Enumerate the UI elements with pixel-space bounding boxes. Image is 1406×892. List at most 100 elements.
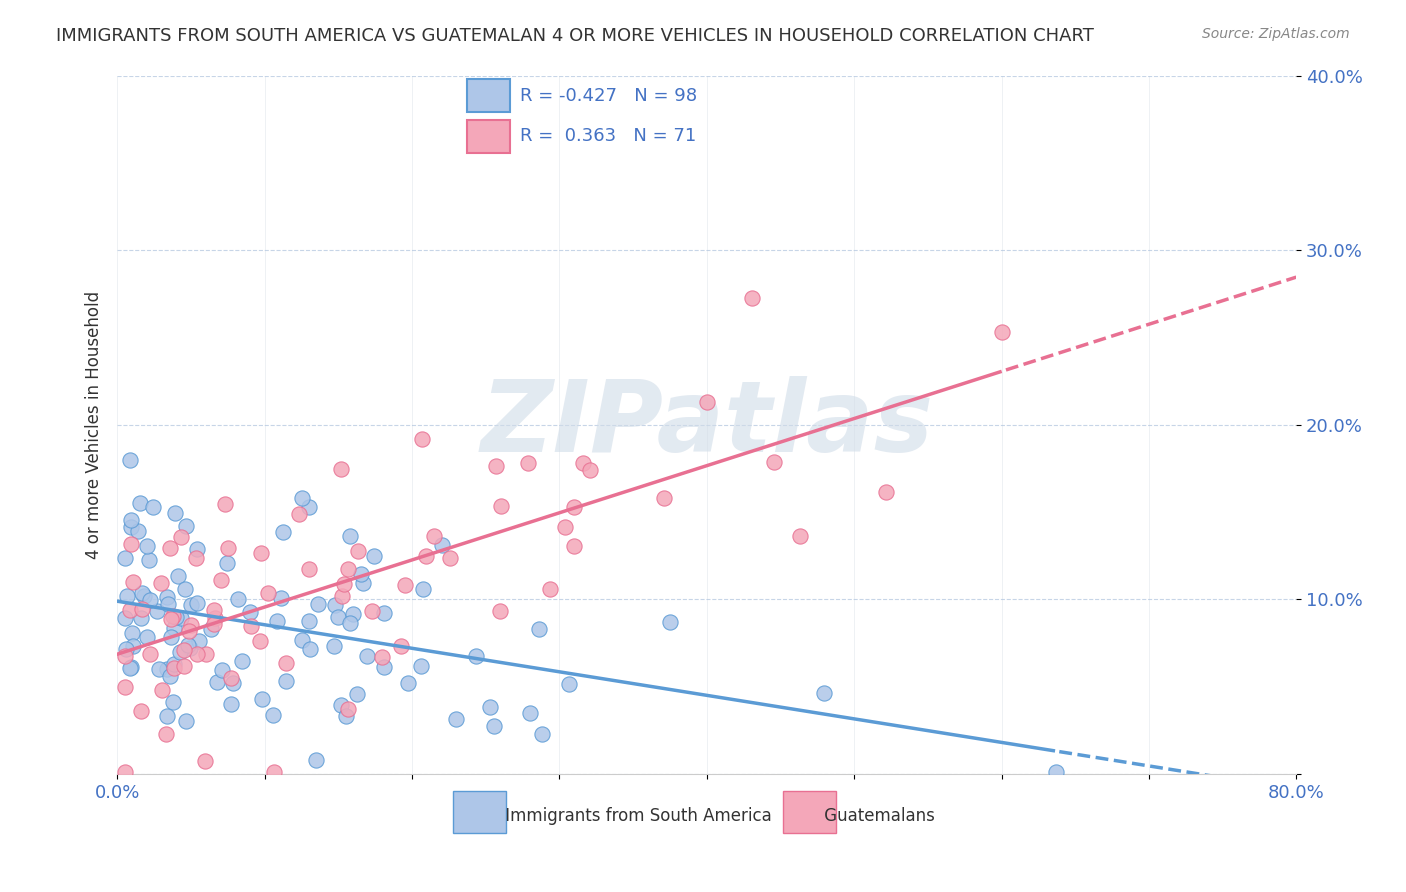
Point: [131, 602, 153, 616]
Point: [120, 603, 142, 617]
Point: [120, 537, 142, 551]
Point: [155, 727, 177, 741]
FancyBboxPatch shape: [467, 79, 510, 112]
Point: [145, 604, 167, 618]
Point: [120, 452, 142, 467]
Point: [482, 719, 505, 733]
Point: [485, 458, 508, 473]
Point: [363, 549, 385, 563]
Point: [562, 539, 585, 553]
Point: [741, 291, 763, 305]
Point: [411, 432, 433, 446]
Point: [217, 541, 239, 555]
Point: [329, 462, 352, 476]
Point: [187, 633, 209, 648]
Point: [339, 529, 361, 543]
Point: [170, 611, 193, 625]
Point: [239, 605, 262, 619]
Point: [167, 569, 190, 583]
Point: [323, 639, 346, 653]
Point: [396, 676, 419, 690]
Point: [194, 754, 217, 768]
Text: IMMIGRANTS FROM SOUTH AMERICA VS GUATEMALAN 4 OR MORE VEHICLES IN HOUSEHOLD CORR: IMMIGRANTS FROM SOUTH AMERICA VS GUATEMA…: [56, 27, 1094, 45]
Point: [342, 607, 364, 621]
Point: [135, 630, 157, 644]
Point: [138, 553, 160, 567]
Point: [214, 497, 236, 511]
Point: [156, 709, 179, 723]
Point: [696, 394, 718, 409]
Point: [209, 573, 232, 587]
Point: [129, 704, 152, 718]
Text: R = -0.427   N = 98: R = -0.427 N = 98: [520, 87, 697, 105]
Point: [149, 576, 172, 591]
Point: [519, 706, 541, 720]
Point: [762, 455, 785, 469]
Point: [204, 611, 226, 625]
Point: [156, 590, 179, 604]
Point: [298, 642, 321, 657]
Point: [373, 660, 395, 674]
Point: [202, 603, 225, 617]
Point: [179, 624, 201, 639]
Point: [120, 513, 142, 527]
Point: [373, 606, 395, 620]
Point: [394, 577, 416, 591]
Point: [291, 633, 314, 648]
Point: [329, 698, 352, 712]
Point: [176, 638, 198, 652]
Point: [202, 617, 225, 632]
Point: [298, 500, 321, 514]
Point: [165, 507, 187, 521]
Point: [174, 714, 197, 728]
Point: [240, 619, 263, 633]
Point: [347, 543, 370, 558]
Text: R =  0.363   N = 71: R = 0.363 N = 71: [520, 128, 696, 145]
Point: [813, 686, 835, 700]
Point: [120, 519, 142, 533]
Point: [157, 597, 180, 611]
Point: [572, 456, 595, 470]
Point: [423, 529, 446, 543]
Point: [346, 687, 368, 701]
Point: [307, 597, 329, 611]
Point: [163, 660, 186, 674]
Point: [330, 589, 353, 603]
Point: [464, 648, 486, 663]
Point: [174, 519, 197, 533]
Point: [409, 658, 432, 673]
Point: [169, 645, 191, 659]
Point: [439, 551, 461, 566]
Point: [249, 634, 271, 648]
Point: [412, 582, 434, 597]
Point: [121, 625, 143, 640]
Y-axis label: 4 or more Vehicles in Household: 4 or more Vehicles in Household: [86, 291, 103, 558]
Point: [527, 622, 550, 636]
Point: [179, 641, 201, 656]
Point: [139, 593, 162, 607]
Point: [165, 610, 187, 624]
Point: [114, 610, 136, 624]
Point: [129, 611, 152, 625]
Point: [288, 507, 311, 521]
Text: Source: ZipAtlas.com: Source: ZipAtlas.com: [1202, 27, 1350, 41]
Point: [219, 698, 242, 712]
Point: [114, 765, 136, 780]
FancyBboxPatch shape: [467, 120, 510, 153]
Point: [252, 691, 274, 706]
Point: [231, 654, 253, 668]
Point: [339, 616, 361, 631]
Point: [222, 676, 245, 690]
Point: [170, 529, 193, 543]
Point: [159, 669, 181, 683]
Point: [789, 529, 811, 543]
Point: [174, 582, 197, 597]
Point: [135, 539, 157, 553]
Point: [205, 675, 228, 690]
Point: [139, 647, 162, 661]
Point: [336, 702, 359, 716]
Point: [323, 598, 346, 612]
Point: [163, 621, 186, 635]
Point: [150, 682, 173, 697]
FancyBboxPatch shape: [453, 791, 506, 833]
